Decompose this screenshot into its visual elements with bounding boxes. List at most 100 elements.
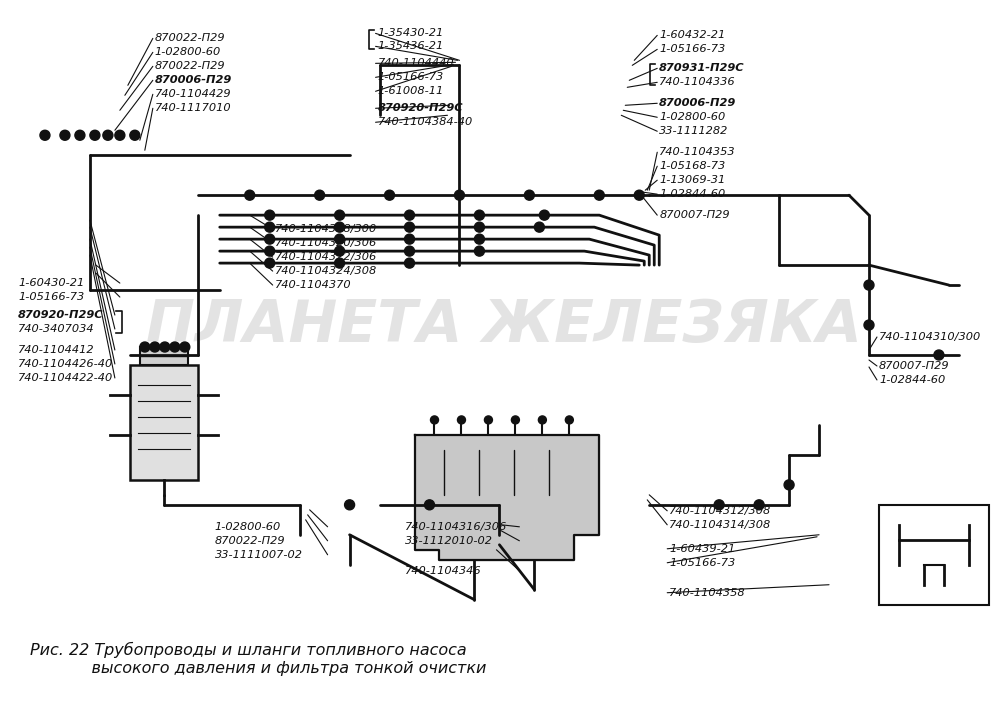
Circle shape xyxy=(40,130,50,140)
Bar xyxy=(140,347,187,365)
Circle shape xyxy=(475,222,485,232)
Text: 740-1104429: 740-1104429 xyxy=(155,90,232,99)
Circle shape xyxy=(458,416,466,424)
Text: 740-1104314/308: 740-1104314/308 xyxy=(669,520,771,529)
Text: 740-1104316/306: 740-1104316/306 xyxy=(404,522,507,532)
Text: высокого давления и фильтра тонкой очистки: высокого давления и фильтра тонкой очист… xyxy=(30,661,486,676)
Text: 740-1117010: 740-1117010 xyxy=(155,104,232,114)
Text: 870022-П29: 870022-П29 xyxy=(155,61,226,71)
Circle shape xyxy=(864,280,874,290)
Circle shape xyxy=(539,210,549,220)
Polygon shape xyxy=(414,435,600,560)
Circle shape xyxy=(475,246,485,256)
Text: 740-1104322/306: 740-1104322/306 xyxy=(275,252,377,262)
Circle shape xyxy=(314,190,325,200)
Circle shape xyxy=(595,190,605,200)
Circle shape xyxy=(265,258,275,268)
Text: 740-1104422-40: 740-1104422-40 xyxy=(18,373,113,383)
Circle shape xyxy=(160,342,169,352)
Circle shape xyxy=(934,350,943,360)
Circle shape xyxy=(475,234,485,244)
Text: 1-35430-21: 1-35430-21 xyxy=(378,28,444,38)
Text: 1-05166-73: 1-05166-73 xyxy=(378,73,444,82)
Text: 1-60430-21: 1-60430-21 xyxy=(18,278,85,288)
Text: 740-1104346: 740-1104346 xyxy=(404,565,481,576)
Circle shape xyxy=(634,190,644,200)
Circle shape xyxy=(430,416,438,424)
Text: 740-1104310/300: 740-1104310/300 xyxy=(879,332,981,342)
Text: 870920-П29С: 870920-П29С xyxy=(378,104,464,114)
Circle shape xyxy=(784,480,794,490)
Circle shape xyxy=(59,130,70,140)
Circle shape xyxy=(335,222,345,232)
Circle shape xyxy=(335,210,345,220)
Circle shape xyxy=(169,342,179,352)
Circle shape xyxy=(538,416,546,424)
Text: 740-1104320/306: 740-1104320/306 xyxy=(275,238,377,248)
Circle shape xyxy=(150,342,160,352)
Circle shape xyxy=(864,320,874,330)
Text: 870007-П29: 870007-П29 xyxy=(879,361,950,371)
Text: 1-13069-31: 1-13069-31 xyxy=(659,176,726,185)
Text: 740-1104336: 740-1104336 xyxy=(659,78,736,87)
Text: 1-02844-60: 1-02844-60 xyxy=(879,375,946,385)
Circle shape xyxy=(90,130,100,140)
Text: ПЛАНЕТА ЖЕЛЕЗЯКА: ПЛАНЕТА ЖЕЛЕЗЯКА xyxy=(145,297,861,353)
Circle shape xyxy=(179,342,190,352)
Text: 1-60439-21: 1-60439-21 xyxy=(669,544,736,553)
Circle shape xyxy=(103,130,113,140)
Circle shape xyxy=(385,190,394,200)
Text: 740-1104353: 740-1104353 xyxy=(659,147,736,157)
Circle shape xyxy=(565,416,574,424)
Text: 1-60432-21: 1-60432-21 xyxy=(659,30,726,40)
Text: 740-1104318/300: 740-1104318/300 xyxy=(275,224,377,234)
Circle shape xyxy=(335,258,345,268)
Text: 870007-П29: 870007-П29 xyxy=(659,210,730,220)
Text: 1-35436-21: 1-35436-21 xyxy=(378,42,444,51)
Circle shape xyxy=(404,246,414,256)
Text: 740-1104312/308: 740-1104312/308 xyxy=(669,505,771,516)
Circle shape xyxy=(404,222,414,232)
Text: 1-02800-60: 1-02800-60 xyxy=(155,47,221,57)
Text: 740-1104426-40: 740-1104426-40 xyxy=(18,359,113,369)
Text: 1-05168-73: 1-05168-73 xyxy=(659,161,726,171)
Text: 33-1111007-02: 33-1111007-02 xyxy=(215,550,302,560)
Circle shape xyxy=(140,342,150,352)
Text: 870931-П29С: 870931-П29С xyxy=(659,63,745,73)
Circle shape xyxy=(524,190,534,200)
Text: 740-1104324/308: 740-1104324/308 xyxy=(275,266,377,276)
Bar xyxy=(879,505,989,605)
Circle shape xyxy=(715,500,724,510)
Circle shape xyxy=(265,210,275,220)
Circle shape xyxy=(424,500,434,510)
Circle shape xyxy=(335,234,345,244)
Circle shape xyxy=(534,222,544,232)
Text: 870006-П29: 870006-П29 xyxy=(659,98,737,109)
Text: 33-1112010-02: 33-1112010-02 xyxy=(404,536,493,546)
Text: 740-1104384-40: 740-1104384-40 xyxy=(378,117,473,128)
Circle shape xyxy=(485,416,493,424)
Circle shape xyxy=(75,130,85,140)
Text: 740-3407034: 740-3407034 xyxy=(18,324,95,334)
Circle shape xyxy=(455,190,465,200)
Text: 1-05166-73: 1-05166-73 xyxy=(18,292,85,302)
Circle shape xyxy=(130,130,140,140)
Circle shape xyxy=(754,500,764,510)
Circle shape xyxy=(511,416,519,424)
Circle shape xyxy=(345,500,355,510)
Circle shape xyxy=(404,210,414,220)
Circle shape xyxy=(245,190,255,200)
Text: 870920-П29С: 870920-П29С xyxy=(18,310,104,320)
Text: 740-1104440: 740-1104440 xyxy=(378,59,455,68)
Text: 740-1104370: 740-1104370 xyxy=(275,280,352,290)
Circle shape xyxy=(265,222,275,232)
Text: 1-05166-73: 1-05166-73 xyxy=(659,44,726,54)
Text: 1-02844-60: 1-02844-60 xyxy=(659,189,726,200)
Circle shape xyxy=(335,246,345,256)
Circle shape xyxy=(265,246,275,256)
Text: 1-02800-60: 1-02800-60 xyxy=(215,522,281,532)
Text: 870022-П29: 870022-П29 xyxy=(155,33,226,44)
Text: 870006-П29: 870006-П29 xyxy=(155,75,232,85)
Text: Рис. 22 Трубопроводы и шланги топливного насоса: Рис. 22 Трубопроводы и шланги топливного… xyxy=(30,642,467,658)
Circle shape xyxy=(404,258,414,268)
